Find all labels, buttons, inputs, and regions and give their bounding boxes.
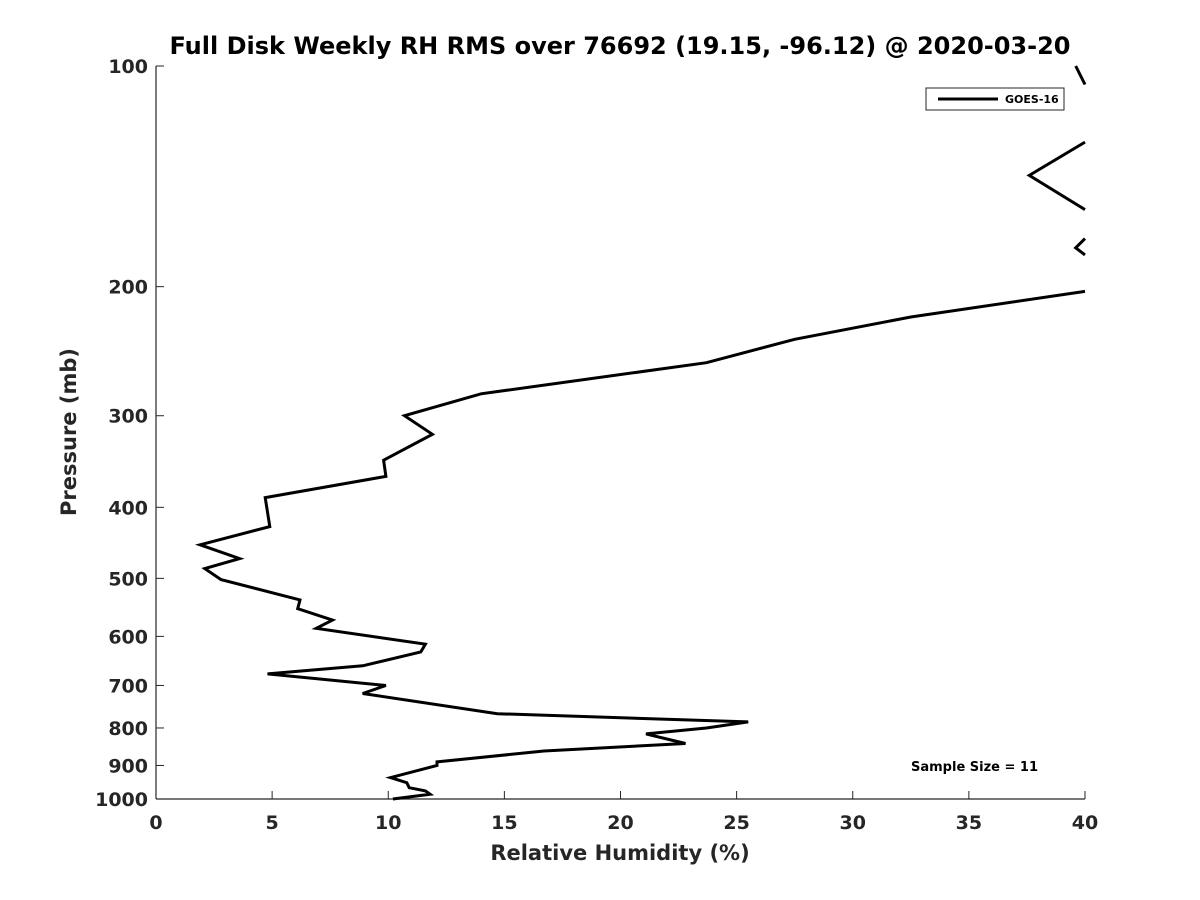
x-tick-label: 30 [840, 812, 866, 834]
y-tick-label: 800 [108, 718, 148, 740]
x-tick-label: 0 [149, 812, 162, 834]
legend-label-goes-16: GOES-16 [1005, 93, 1059, 106]
x-axis-ticks: 0 5 10 15 20 25 30 35 40 [149, 791, 1098, 834]
x-tick-label: 25 [723, 812, 749, 834]
y-tick-label: 400 [108, 497, 148, 519]
y-tick-label: 100 [108, 56, 148, 78]
y-tick-label: 1000 [95, 789, 148, 811]
y-tick-label: 500 [108, 568, 148, 590]
y-tick-label: 600 [108, 626, 148, 648]
y-tick-label: 300 [108, 406, 148, 428]
series-line-goes-16 [1074, 65, 1087, 86]
y-tick-label: 700 [108, 675, 148, 697]
series-line-goes-16 [194, 289, 1086, 801]
series-layer [194, 65, 1087, 801]
x-tick-label: 20 [607, 812, 633, 834]
x-tick-label: 10 [375, 812, 401, 834]
plot-area: 0 5 10 15 20 25 30 35 40 100 200 300 400 500 600 700 80… [95, 56, 1098, 834]
sample-size-annotation: Sample Size = 11 [911, 760, 1038, 775]
y-tick-label: 900 [108, 755, 148, 777]
series-line-goes-16 [1073, 237, 1087, 257]
legend: GOES-16 [925, 87, 1065, 111]
x-tick-label: 5 [266, 812, 279, 834]
y-axis-label: Pressure (mb) [57, 348, 81, 516]
x-tick-label: 40 [1072, 812, 1098, 834]
y-axis-ticks: 100 200 300 400 500 600 700 800 900 1000 [95, 56, 164, 811]
x-axis-label: Relative Humidity (%) [490, 841, 749, 865]
series-line-goes-16 [1026, 140, 1086, 211]
chart-title: Full Disk Weekly RH RMS over 76692 (19.1… [169, 32, 1070, 60]
x-tick-label: 35 [956, 812, 982, 834]
x-tick-label: 15 [491, 812, 517, 834]
y-tick-label: 200 [108, 277, 148, 299]
